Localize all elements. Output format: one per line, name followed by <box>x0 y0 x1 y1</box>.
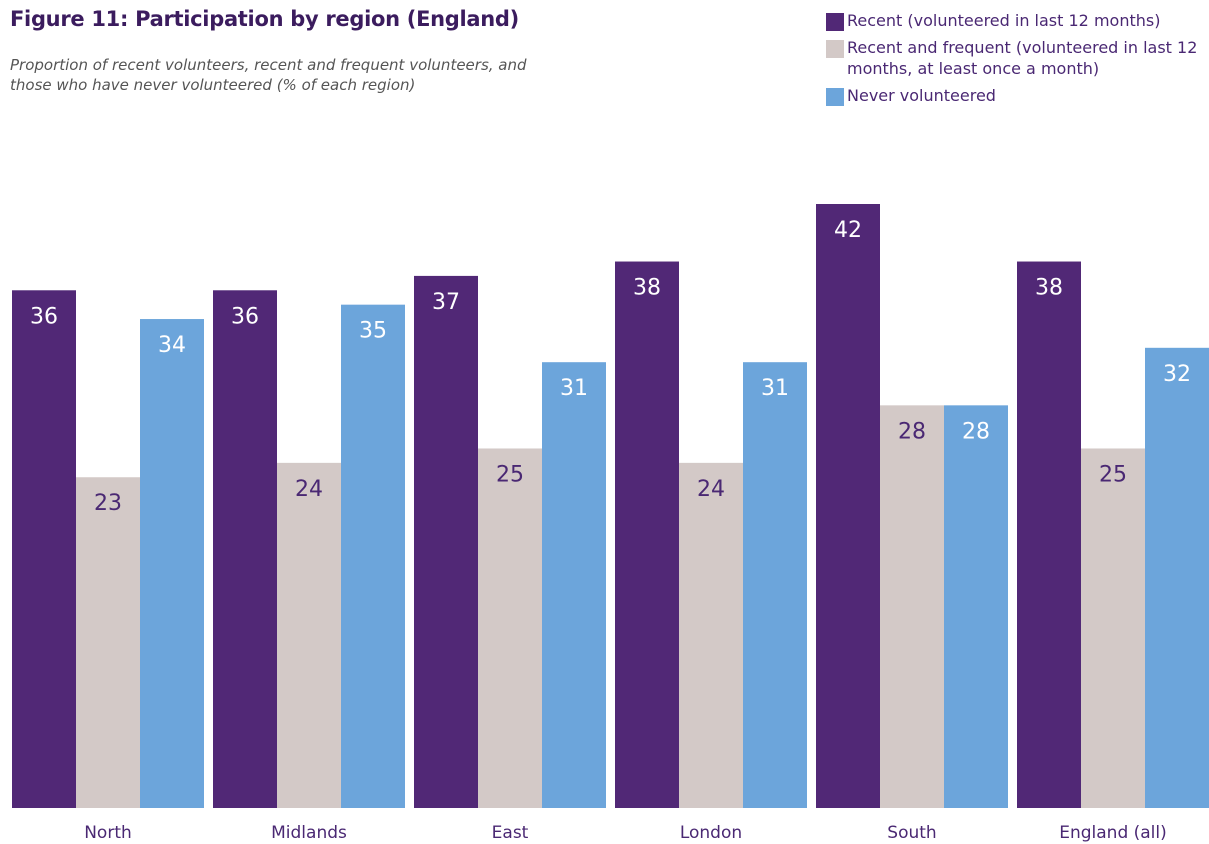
data-label-london-frequent: 24 <box>697 477 725 502</box>
bar-england-all-recent <box>1017 261 1081 808</box>
data-label-london-never: 31 <box>761 376 789 401</box>
bar-north-frequent <box>76 477 140 808</box>
data-label-england-all-never: 32 <box>1163 362 1191 387</box>
legend-item-never: Never volunteered <box>826 85 1209 106</box>
data-label-midlands-recent: 36 <box>231 304 259 329</box>
x-tick-label-north: North <box>84 823 132 843</box>
bar-east-frequent <box>478 448 542 808</box>
bar-south-never <box>944 405 1008 808</box>
bar-midlands-never <box>341 304 405 808</box>
chart-legend: Recent (volunteered in last 12 months) R… <box>826 10 1209 112</box>
data-label-england-all-recent: 38 <box>1035 276 1063 301</box>
bar-north-never <box>140 319 204 808</box>
data-label-england-all-frequent: 25 <box>1099 462 1127 487</box>
x-tick-label-london: London <box>680 823 742 843</box>
data-label-north-never: 34 <box>158 333 186 358</box>
bar-midlands-frequent <box>277 462 341 808</box>
legend-label-frequent: Recent and frequent (volunteered in last… <box>847 38 1198 78</box>
data-label-north-frequent: 23 <box>94 491 122 516</box>
x-tick-label-south: South <box>887 823 936 843</box>
data-label-london-recent: 38 <box>633 276 661 301</box>
legend-label-recent: Recent (volunteered in last 12 months) <box>847 11 1161 30</box>
chart-subtitle: Proportion of recent volunteers, recent … <box>10 56 527 94</box>
bar-south-recent <box>816 204 880 808</box>
data-label-south-recent: 42 <box>834 218 862 243</box>
x-tick-label-east: East <box>492 823 529 843</box>
legend-swatch-recent <box>826 13 844 31</box>
bar-east-never <box>542 362 606 808</box>
bar-london-frequent <box>679 462 743 808</box>
data-label-north-recent: 36 <box>30 304 58 329</box>
legend-item-recent: Recent (volunteered in last 12 months) <box>826 10 1209 31</box>
bar-midlands-recent <box>213 290 277 808</box>
bar-north-recent <box>12 290 76 808</box>
data-label-midlands-never: 35 <box>359 319 387 344</box>
data-label-south-frequent: 28 <box>898 419 926 444</box>
bar-england-all-frequent <box>1081 448 1145 808</box>
data-label-east-never: 31 <box>560 376 588 401</box>
bar-london-recent <box>615 261 679 808</box>
bar-england-all-never <box>1145 347 1209 808</box>
legend-item-frequent: Recent and frequent (volunteered in last… <box>826 37 1209 79</box>
x-tick-label-england-all: England (all) <box>1059 823 1167 843</box>
legend-swatch-never <box>826 88 844 106</box>
bar-east-recent <box>414 275 478 808</box>
legend-swatch-frequent <box>826 40 844 58</box>
data-label-midlands-frequent: 24 <box>295 477 323 502</box>
chart-title: Figure 11: Participation by region (Engl… <box>10 7 519 31</box>
data-label-south-never: 28 <box>962 419 990 444</box>
bar-london-never <box>743 362 807 808</box>
data-label-east-recent: 37 <box>432 290 460 315</box>
data-label-east-frequent: 25 <box>496 462 524 487</box>
legend-label-never: Never volunteered <box>847 86 996 105</box>
bar-south-frequent <box>880 405 944 808</box>
x-tick-label-midlands: Midlands <box>271 823 347 843</box>
